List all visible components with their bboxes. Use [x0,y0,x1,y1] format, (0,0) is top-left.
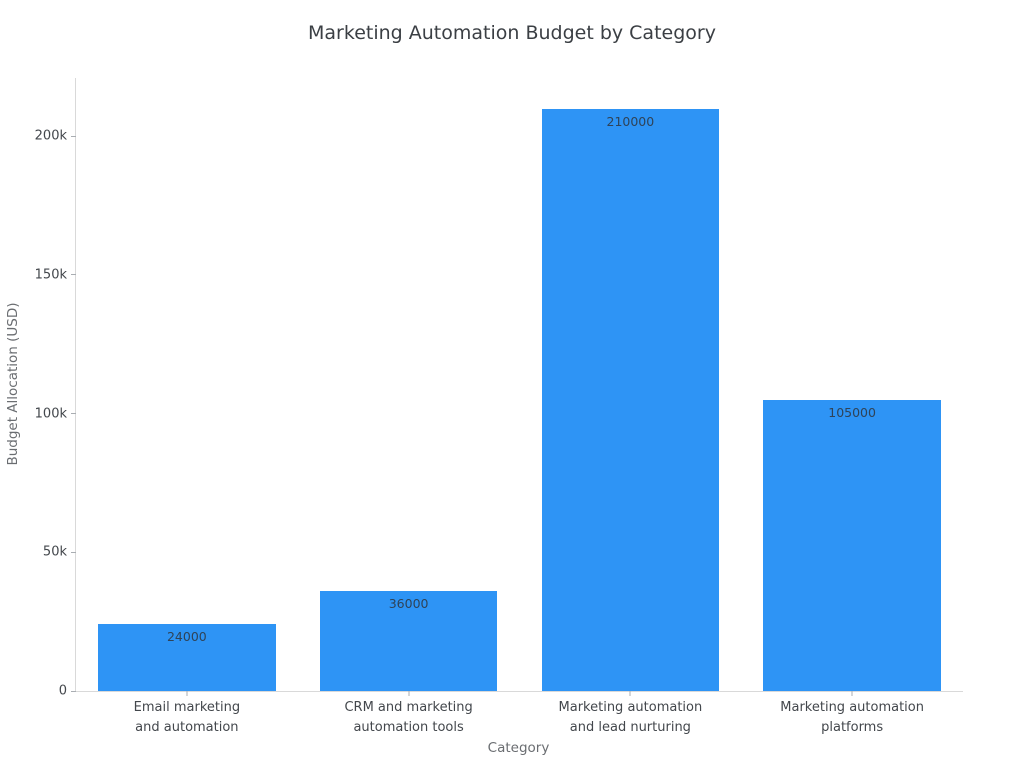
bar: 36000 [319,591,498,691]
x-tick-label: Marketing automation platforms [780,700,924,736]
y-tick-label: 100k [34,406,67,422]
y-tick-label: 50k [42,544,67,560]
y-tick-mark [71,274,76,276]
x-tick-mark [408,691,410,696]
bar-value-label: 210000 [606,113,655,129]
bar: 24000 [98,624,276,691]
plot-area: 24000 Email marketing and automation 36000 C… [35,78,963,735]
x-tick-label: CRM and marketing automation tools [344,700,473,736]
y-tick-label: 150k [34,267,67,283]
x-tick-mark [629,691,631,696]
bar-value-label: 24000 [166,629,207,645]
y-tick-mark [71,413,76,415]
chart-title: Marketing Automation Budget by Category [308,22,716,44]
x-tick-label: Email marketing and automation [133,700,241,736]
y-tick-label: 200k [34,128,67,144]
y-tick-mark [71,690,76,692]
bar: 105000 [763,399,941,691]
x-tick-mark [851,691,853,696]
x-tick-label: Marketing automation and lead nurturing [558,700,703,736]
bar: 210000 [541,108,720,691]
y-tick-label: 0 [58,683,67,699]
bar-value-label: 36000 [388,596,429,612]
x-tick-mark [186,691,188,696]
y-axis-title: Budget Allocation (USD) [5,302,21,466]
y-tick-mark [71,135,76,137]
x-axis-title: Category [487,740,550,756]
bar-value-label: 105000 [828,404,876,420]
y-tick-mark [71,551,76,553]
